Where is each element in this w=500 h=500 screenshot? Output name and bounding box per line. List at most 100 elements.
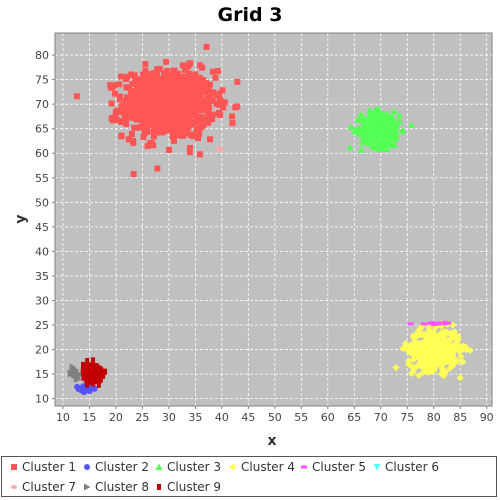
legend-marker-shape <box>155 463 163 470</box>
data-point <box>444 350 452 358</box>
data-point <box>184 80 191 87</box>
data-point <box>146 103 153 110</box>
data-point <box>138 77 145 84</box>
data-point <box>179 62 186 69</box>
data-point <box>189 121 196 128</box>
series-1 <box>73 43 241 178</box>
data-point <box>130 103 137 110</box>
legend-marker <box>157 484 161 490</box>
data-point <box>390 141 398 149</box>
data-point <box>173 127 180 134</box>
data-point <box>80 361 85 368</box>
data-point <box>432 339 440 347</box>
data-point <box>187 60 194 67</box>
legend-marker <box>155 463 163 470</box>
data-point <box>80 367 85 374</box>
data-point <box>86 377 91 384</box>
data-point <box>185 94 192 101</box>
data-point <box>166 103 173 110</box>
data-point <box>369 143 377 150</box>
data-point <box>229 120 236 127</box>
data-point <box>145 84 152 91</box>
x-tick-label: 65 <box>347 411 361 424</box>
data-point <box>178 110 185 117</box>
data-point <box>145 114 152 121</box>
x-tick-label: 35 <box>188 411 202 424</box>
data-point <box>192 71 199 78</box>
data-point <box>392 364 400 372</box>
data-point <box>203 43 210 50</box>
data-point <box>357 110 365 118</box>
data-point <box>427 321 434 325</box>
data-point <box>186 149 193 156</box>
data-point <box>408 344 416 352</box>
data-point <box>171 102 178 109</box>
data-point <box>175 70 182 77</box>
data-point <box>123 84 130 91</box>
data-point <box>107 84 114 91</box>
legend-marker <box>84 483 91 491</box>
data-point <box>137 105 144 112</box>
data-point <box>144 143 151 150</box>
data-point <box>166 111 173 118</box>
data-point <box>179 123 186 130</box>
data-point <box>143 127 150 134</box>
data-point <box>172 77 179 84</box>
data-point <box>144 90 151 97</box>
data-point <box>131 87 138 94</box>
data-point <box>209 68 216 75</box>
data-point <box>117 108 124 115</box>
data-point <box>150 96 157 103</box>
data-point <box>154 80 161 87</box>
data-point <box>169 133 176 140</box>
data-point <box>155 117 162 124</box>
data-point <box>150 142 157 149</box>
data-point <box>358 125 366 132</box>
data-point <box>163 58 170 65</box>
data-point <box>175 81 182 88</box>
axis-ticks: 10 15 20 25 30 35 40 45 50 55 60 65 70 75 80 85 90 10 15 20… <box>35 49 494 424</box>
legend-label: Cluster 5 <box>312 460 367 474</box>
data-point <box>174 74 181 81</box>
legend-marker <box>373 464 381 471</box>
y-tick-label: 25 <box>35 319 49 332</box>
data-point <box>387 125 395 132</box>
x-tick-label: 20 <box>109 411 123 424</box>
data-point <box>166 92 173 99</box>
data-point <box>456 374 464 382</box>
data-point <box>399 126 407 134</box>
series-4 <box>392 320 474 382</box>
data-point <box>445 336 453 344</box>
data-point <box>160 98 167 105</box>
data-point <box>206 81 213 88</box>
data-point <box>180 100 187 107</box>
data-point <box>199 105 206 112</box>
data-point <box>129 81 136 88</box>
legend-marker <box>301 465 307 469</box>
data-point <box>148 108 155 115</box>
data-point <box>441 340 449 348</box>
chart-legend: Cluster 1 Cluster 2 Cluster 3 Cluster 4 Clus… <box>1 456 497 497</box>
data-point <box>165 99 172 106</box>
data-point <box>97 366 102 373</box>
data-point <box>150 85 157 92</box>
data-point <box>451 346 459 354</box>
data-point <box>93 375 98 382</box>
data-point <box>128 71 135 78</box>
data-point <box>179 89 186 96</box>
series-5 <box>407 320 452 327</box>
data-point <box>131 124 138 131</box>
data-point <box>193 77 200 84</box>
data-point <box>199 64 206 71</box>
data-point <box>122 75 129 82</box>
data-point <box>130 171 137 178</box>
y-tick-label: 75 <box>35 74 49 87</box>
data-point <box>190 131 197 138</box>
data-point <box>229 113 236 120</box>
data-point <box>360 118 368 125</box>
data-point <box>164 78 171 85</box>
data-point <box>188 81 195 88</box>
y-tick-label: 40 <box>35 245 49 258</box>
data-point <box>95 372 100 379</box>
data-point <box>437 321 444 325</box>
